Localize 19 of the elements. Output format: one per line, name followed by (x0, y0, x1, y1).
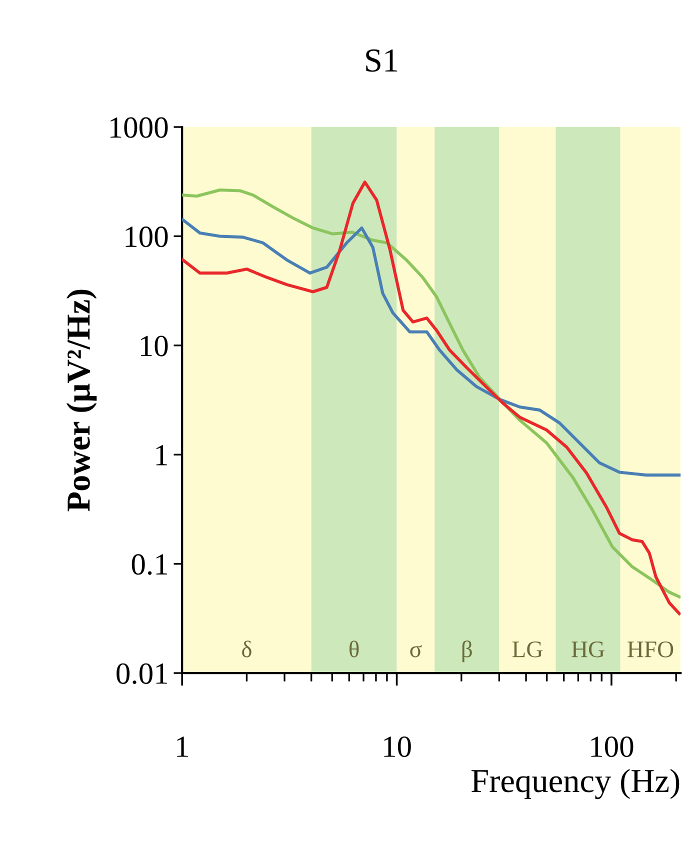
y-tick-label: 10 (141, 336, 168, 356)
band-label: δ (242, 640, 252, 658)
y-axis-title: Power (μV²/Hz) (66, 290, 97, 512)
y-tick-label: 100 (126, 226, 168, 248)
x-axis-title: Frequency (Hz) (472, 768, 680, 800)
band-label: HFO (628, 641, 674, 658)
chart-title: S1 (366, 49, 398, 72)
band-label: σ (410, 645, 422, 658)
y-tick-label: 0.01 (116, 663, 168, 684)
band-label: β (462, 640, 472, 662)
y-tick-label: 0.1 (132, 554, 168, 575)
band-label: θ (350, 640, 359, 658)
band-label: HG (572, 641, 604, 658)
x-tick-label: 100 (591, 736, 634, 758)
y-tick-label: 1000 (110, 117, 168, 138)
x-tick-label: 1 (177, 736, 188, 757)
y-tick-label: 1 (156, 445, 168, 466)
x-tick-label: 10 (384, 736, 411, 758)
band-label: LG (512, 641, 542, 658)
